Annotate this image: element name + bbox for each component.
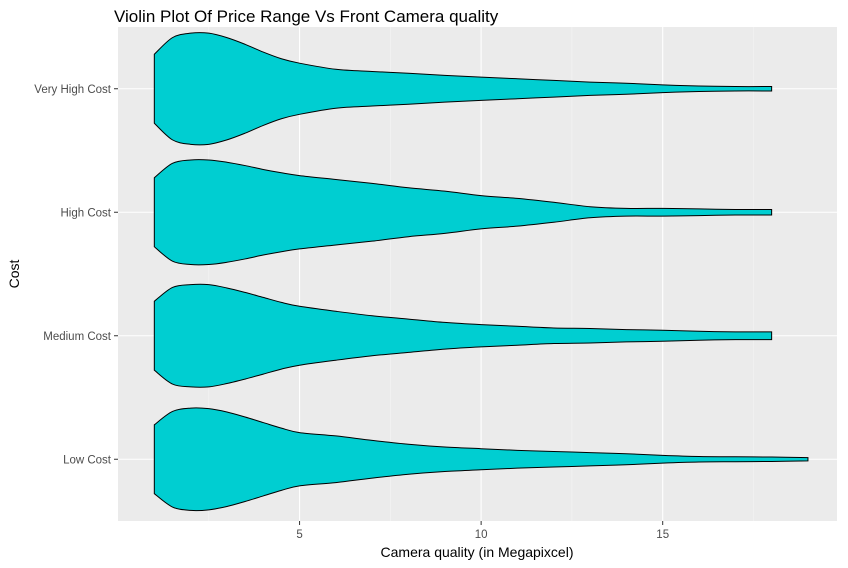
y-tick-label: Very High Cost [34,84,112,96]
x-axis-title: Camera quality (in Megapixcel) [381,544,574,560]
violin-very-high-cost [153,32,773,146]
violin-low-cost [153,407,809,512]
y-tick-label: Low Cost [63,454,112,466]
y-tick-label: High Cost [61,207,112,219]
y-tick-label: Medium Cost [43,331,112,343]
violin-high-cost [153,159,773,266]
x-tick-label: 5 [296,529,302,541]
x-tick-label: 10 [475,529,488,541]
y-axis-title: Cost [6,260,22,289]
x-tick-label: 15 [656,529,669,541]
violin-medium-cost [153,283,773,388]
axes: Low Cost Medium Cost High Cost Very High Co… [34,84,669,541]
chart-title: Violin Plot Of Price Range Vs Front Came… [114,7,499,26]
violins [153,32,809,512]
